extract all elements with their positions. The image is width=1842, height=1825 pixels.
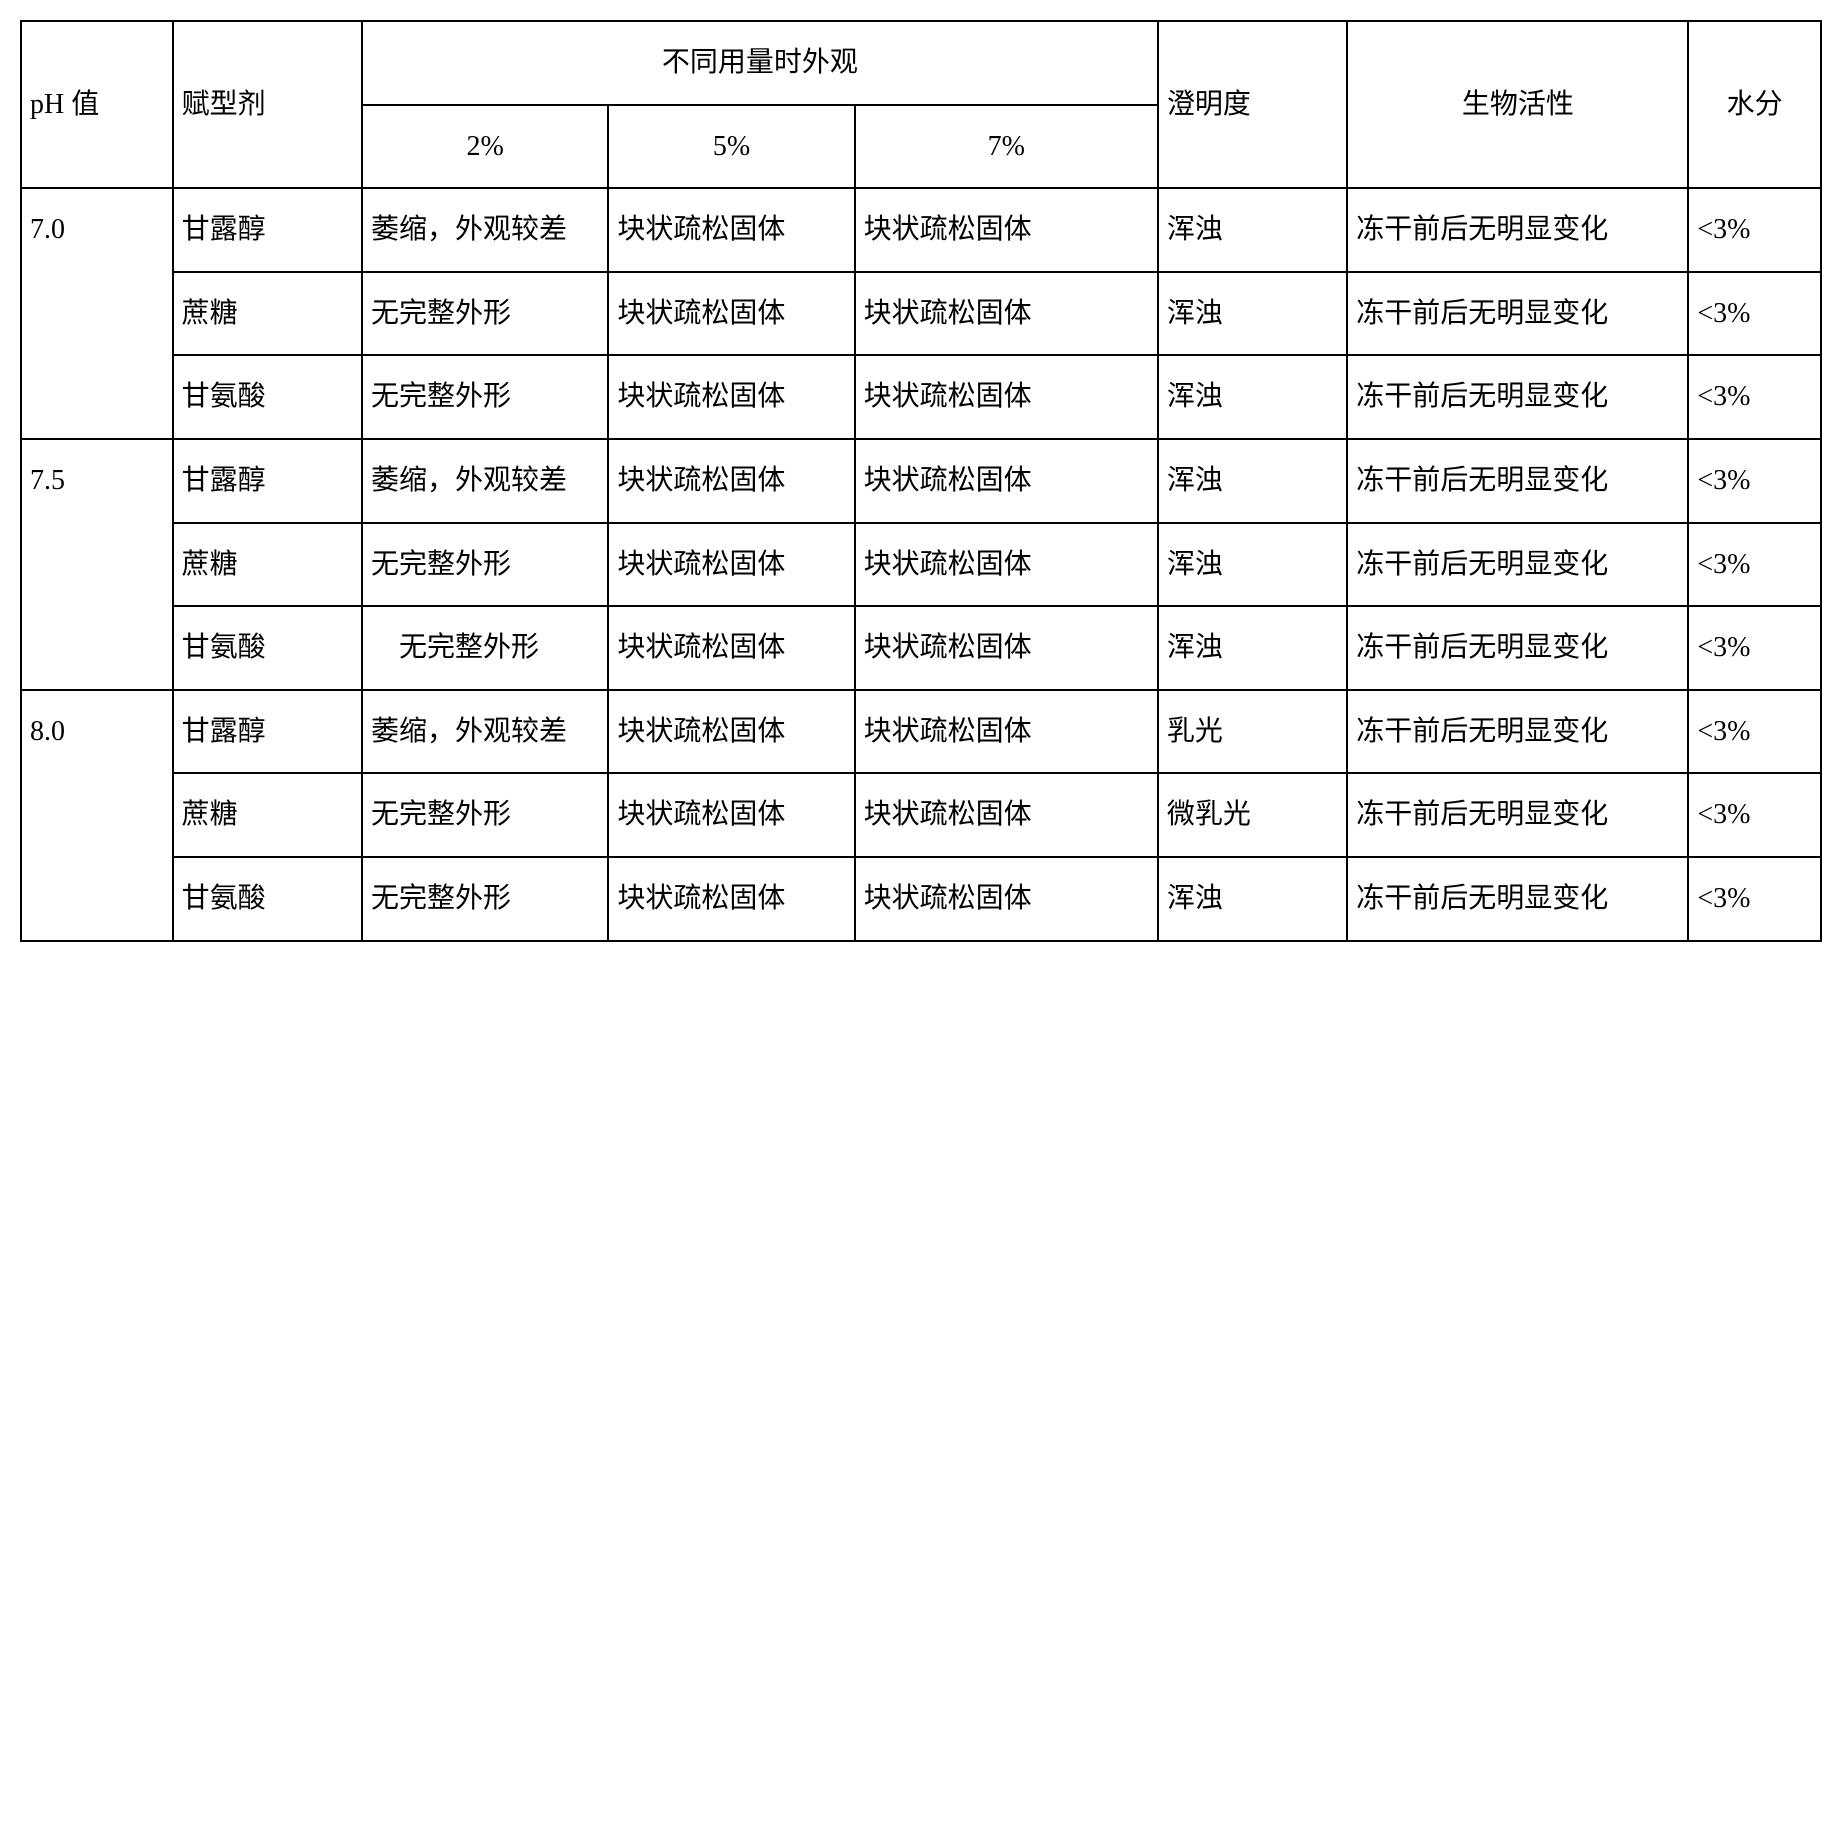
cell-pct2: 无完整外形 [362,773,608,857]
cell-excipient: 蔗糖 [173,523,362,607]
cell-clarity: 浑浊 [1158,523,1347,607]
cell-bioactivity: 冻干前后无明显变化 [1347,272,1688,356]
cell-bioactivity: 冻干前后无明显变化 [1347,523,1688,607]
cell-bioactivity: 冻干前后无明显变化 [1347,857,1688,941]
cell-pct7: 块状疏松固体 [855,606,1158,690]
table-header: pH 值 赋型剂 不同用量时外观 澄明度 生物活性 水分 2% 5% 7% [21,21,1821,188]
table-row: 甘氨酸无完整外形块状疏松固体块状疏松固体浑浊冻干前后无明显变化<3% [21,857,1821,941]
header-appearance-group: 不同用量时外观 [362,21,1158,105]
cell-pct7: 块状疏松固体 [855,857,1158,941]
cell-pct5: 块状疏松固体 [608,857,854,941]
cell-bioactivity: 冻干前后无明显变化 [1347,690,1688,774]
header-ph: pH 值 [21,21,173,188]
cell-water: <3% [1688,272,1821,356]
cell-clarity: 浑浊 [1158,606,1347,690]
cell-bioactivity: 冻干前后无明显变化 [1347,439,1688,523]
cell-water: <3% [1688,606,1821,690]
table-row: 7.0甘露醇萎缩，外观较差块状疏松固体块状疏松固体浑浊冻干前后无明显变化<3% [21,188,1821,272]
cell-pct5: 块状疏松固体 [608,355,854,439]
cell-excipient: 甘氨酸 [173,355,362,439]
cell-excipient: 甘氨酸 [173,606,362,690]
cell-bioactivity: 冻干前后无明显变化 [1347,773,1688,857]
cell-pct2: 无完整外形 [362,606,608,690]
cell-clarity: 浑浊 [1158,439,1347,523]
cell-pct5: 块状疏松固体 [608,523,854,607]
cell-bioactivity: 冻干前后无明显变化 [1347,606,1688,690]
cell-excipient: 蔗糖 [173,272,362,356]
cell-pct5: 块状疏松固体 [608,188,854,272]
cell-excipient: 甘露醇 [173,439,362,523]
header-excipient: 赋型剂 [173,21,362,188]
table-row: 蔗糖无完整外形块状疏松固体块状疏松固体浑浊冻干前后无明显变化<3% [21,272,1821,356]
cell-water: <3% [1688,439,1821,523]
cell-pct7: 块状疏松固体 [855,272,1158,356]
cell-pct2: 无完整外形 [362,523,608,607]
cell-water: <3% [1688,773,1821,857]
cell-pct2: 无完整外形 [362,355,608,439]
cell-pct7: 块状疏松固体 [855,439,1158,523]
cell-pct5: 块状疏松固体 [608,439,854,523]
cell-pct7: 块状疏松固体 [855,355,1158,439]
cell-clarity: 乳光 [1158,690,1347,774]
cell-water: <3% [1688,857,1821,941]
cell-clarity: 浑浊 [1158,188,1347,272]
cell-excipient: 甘氨酸 [173,857,362,941]
header-pct5: 5% [608,105,854,189]
cell-pct2: 无完整外形 [362,857,608,941]
cell-pct2: 萎缩，外观较差 [362,188,608,272]
cell-bioactivity: 冻干前后无明显变化 [1347,188,1688,272]
cell-ph: 7.0 [21,188,173,439]
table-row: 8.0甘露醇萎缩，外观较差块状疏松固体块状疏松固体乳光冻干前后无明显变化<3% [21,690,1821,774]
table-row: 甘氨酸无完整外形块状疏松固体块状疏松固体浑浊冻干前后无明显变化<3% [21,355,1821,439]
cell-excipient: 蔗糖 [173,773,362,857]
cell-pct2: 萎缩，外观较差 [362,439,608,523]
table-row: 7.5甘露醇萎缩，外观较差块状疏松固体块状疏松固体浑浊冻干前后无明显变化<3% [21,439,1821,523]
cell-ph: 8.0 [21,690,173,941]
cell-ph: 7.5 [21,439,173,690]
header-bioactivity: 生物活性 [1347,21,1688,188]
cell-pct2: 无完整外形 [362,272,608,356]
table-row: 甘氨酸 无完整外形块状疏松固体块状疏松固体浑浊冻干前后无明显变化<3% [21,606,1821,690]
header-pct2: 2% [362,105,608,189]
cell-clarity: 浑浊 [1158,272,1347,356]
cell-pct7: 块状疏松固体 [855,523,1158,607]
header-water: 水分 [1688,21,1821,188]
cell-clarity: 浑浊 [1158,857,1347,941]
data-table: pH 值 赋型剂 不同用量时外观 澄明度 生物活性 水分 2% 5% 7% 7.… [20,20,1822,942]
cell-bioactivity: 冻干前后无明显变化 [1347,355,1688,439]
cell-clarity: 微乳光 [1158,773,1347,857]
cell-pct5: 块状疏松固体 [608,690,854,774]
cell-pct2: 萎缩，外观较差 [362,690,608,774]
cell-water: <3% [1688,523,1821,607]
cell-pct7: 块状疏松固体 [855,773,1158,857]
cell-pct5: 块状疏松固体 [608,272,854,356]
table-body: 7.0甘露醇萎缩，外观较差块状疏松固体块状疏松固体浑浊冻干前后无明显变化<3%蔗… [21,188,1821,940]
cell-pct7: 块状疏松固体 [855,188,1158,272]
cell-excipient: 甘露醇 [173,690,362,774]
table-row: 蔗糖无完整外形块状疏松固体块状疏松固体浑浊冻干前后无明显变化<3% [21,523,1821,607]
cell-water: <3% [1688,690,1821,774]
cell-water: <3% [1688,188,1821,272]
header-row-1: pH 值 赋型剂 不同用量时外观 澄明度 生物活性 水分 [21,21,1821,105]
cell-clarity: 浑浊 [1158,355,1347,439]
cell-excipient: 甘露醇 [173,188,362,272]
cell-pct5: 块状疏松固体 [608,773,854,857]
header-pct7: 7% [855,105,1158,189]
cell-pct5: 块状疏松固体 [608,606,854,690]
cell-pct7: 块状疏松固体 [855,690,1158,774]
cell-water: <3% [1688,355,1821,439]
header-clarity: 澄明度 [1158,21,1347,188]
table-row: 蔗糖无完整外形块状疏松固体块状疏松固体微乳光冻干前后无明显变化<3% [21,773,1821,857]
